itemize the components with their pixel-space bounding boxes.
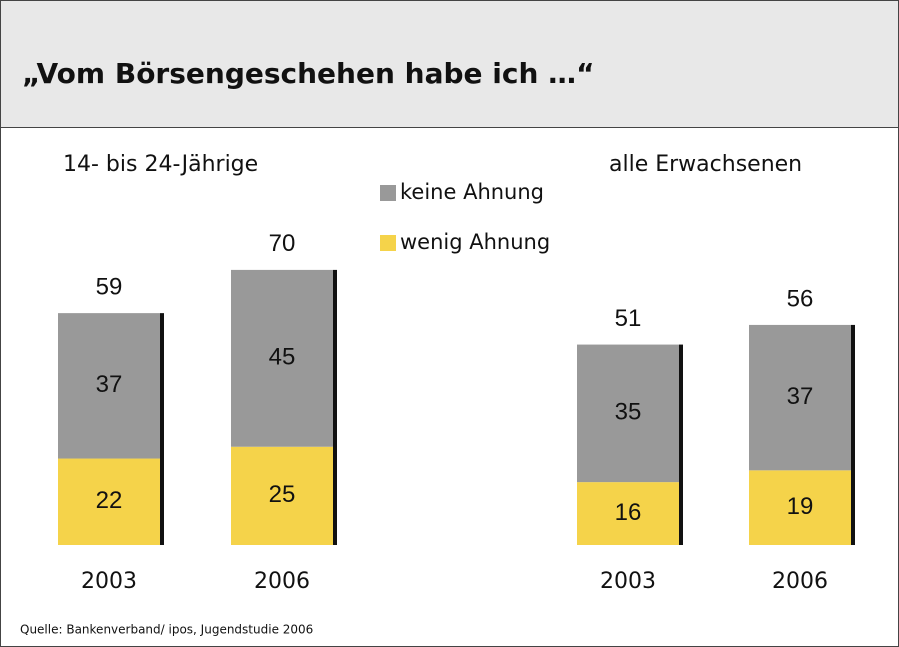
bar-segment xyxy=(58,458,160,545)
x-tick-label: 2003 xyxy=(81,569,137,594)
bar-segment xyxy=(577,344,679,483)
source: Quelle: Bankenverband/ ipos, Jugendstudi… xyxy=(20,623,313,637)
total-label: 51 xyxy=(615,305,642,332)
legend-label: wenig Ahnung xyxy=(400,230,550,254)
bar-segment xyxy=(749,324,851,471)
x-tick-label: 2006 xyxy=(772,569,828,594)
header xyxy=(0,0,899,128)
x-tick-label: 2003 xyxy=(600,569,656,594)
x-tick-label: 2006 xyxy=(254,569,310,594)
bar-segment xyxy=(231,446,333,545)
bar-segment xyxy=(231,269,333,447)
legend-label: keine Ahnung xyxy=(400,180,544,204)
bar-segment xyxy=(58,313,160,459)
bar-shadow xyxy=(160,313,164,545)
value-label: 25 xyxy=(269,481,296,508)
bar-segment xyxy=(749,470,851,545)
value-label: 37 xyxy=(787,383,814,410)
total-label: 59 xyxy=(96,273,123,300)
value-label: 45 xyxy=(269,344,296,371)
legend-swatch xyxy=(380,235,396,251)
value-label: 19 xyxy=(787,493,814,520)
bar-segment xyxy=(577,482,679,545)
legend-swatch xyxy=(380,185,396,201)
bar-shadow xyxy=(333,269,337,545)
total-label: 56 xyxy=(787,285,814,312)
subtitle: alle Erwachsenen xyxy=(609,152,802,177)
subtitle: 14- bis 24-Jährige xyxy=(63,152,258,177)
value-label: 35 xyxy=(615,399,642,426)
value-label: 22 xyxy=(96,487,123,514)
value-label: 16 xyxy=(615,499,642,526)
bar-shadow xyxy=(679,344,683,545)
bar-shadow xyxy=(851,324,855,545)
value-label: 37 xyxy=(96,371,123,398)
total-label: 70 xyxy=(269,230,296,257)
title: „Vom Börsengeschehen habe ich …“ xyxy=(22,57,595,90)
